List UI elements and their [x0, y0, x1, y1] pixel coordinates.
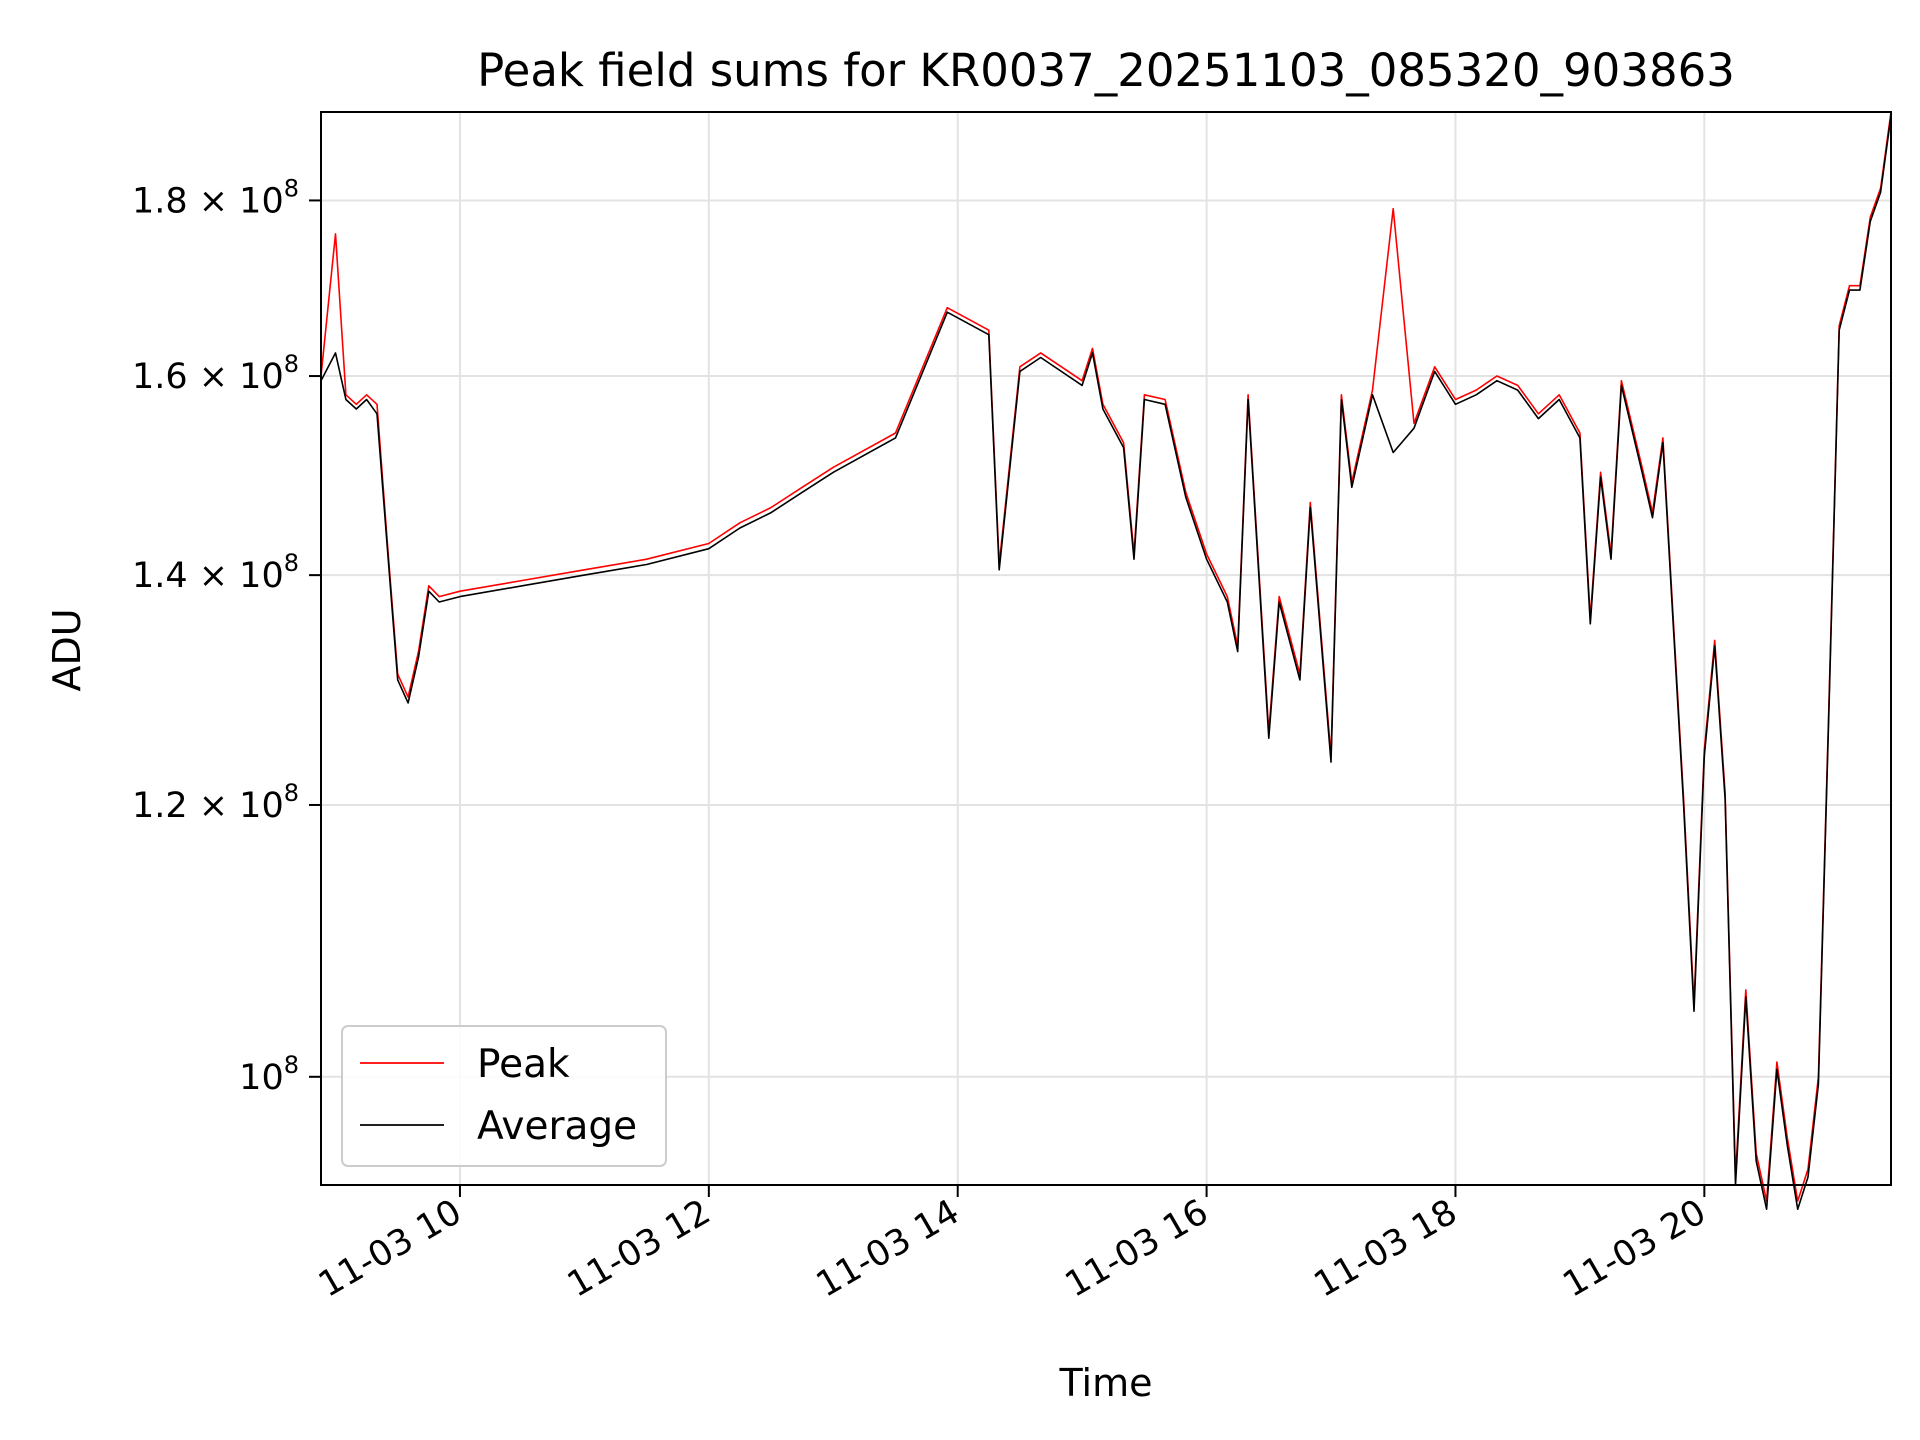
legend: Peak Average [341, 1025, 667, 1167]
x-axis-label: Time [1059, 1361, 1153, 1405]
plot-frame [320, 111, 1892, 1186]
y-tick-label: 108 [239, 1051, 299, 1098]
legend-label-peak: Peak [477, 1042, 570, 1087]
y-axis-label: ADU [45, 608, 89, 691]
series-layer [320, 111, 1892, 1210]
y-tick-label: 1.6 × 108 [132, 350, 299, 397]
series-line-average [320, 115, 1892, 1210]
y-tick-label: 1.2 × 108 [132, 779, 299, 826]
y-axis: 108 1.2 × 108 1.4 × 108 1.6 × 108 1.8 × 108 [132, 174, 321, 1098]
chart-title: Peak field sums for KR0037_20251103_0853… [477, 44, 1735, 97]
legend-label-average: Average [477, 1104, 637, 1149]
legend-box [341, 1025, 667, 1167]
y-tick-label: 1.8 × 108 [132, 174, 299, 221]
y-tick-label: 1.4 × 108 [132, 549, 299, 596]
